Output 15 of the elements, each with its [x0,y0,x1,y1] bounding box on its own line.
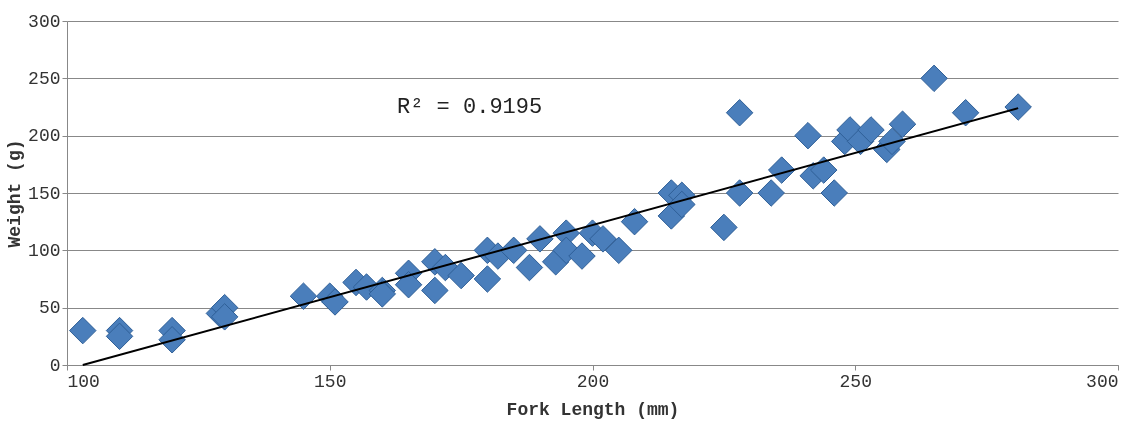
y-tick-label: 150 [28,183,61,204]
y-tick-label: 300 [28,11,61,32]
y-tick-label: 100 [28,240,61,261]
y-tick-label: 200 [28,126,61,147]
x-tick-label: 200 [576,371,610,392]
y-axis-title: Weight (g) [5,139,26,248]
y-tick-label: 0 [49,355,61,376]
x-tick-label: 150 [314,371,347,392]
x-axis-title: Fork Length (mm) [506,399,680,420]
x-tick-label: 100 [67,371,100,392]
y-tick-label: 50 [38,298,61,319]
x-tick-label: 250 [839,371,872,392]
x-tick-label: 300 [1086,371,1119,392]
annotation: R² = 0.9195 [397,95,543,120]
y-tick-label: 250 [28,68,61,89]
